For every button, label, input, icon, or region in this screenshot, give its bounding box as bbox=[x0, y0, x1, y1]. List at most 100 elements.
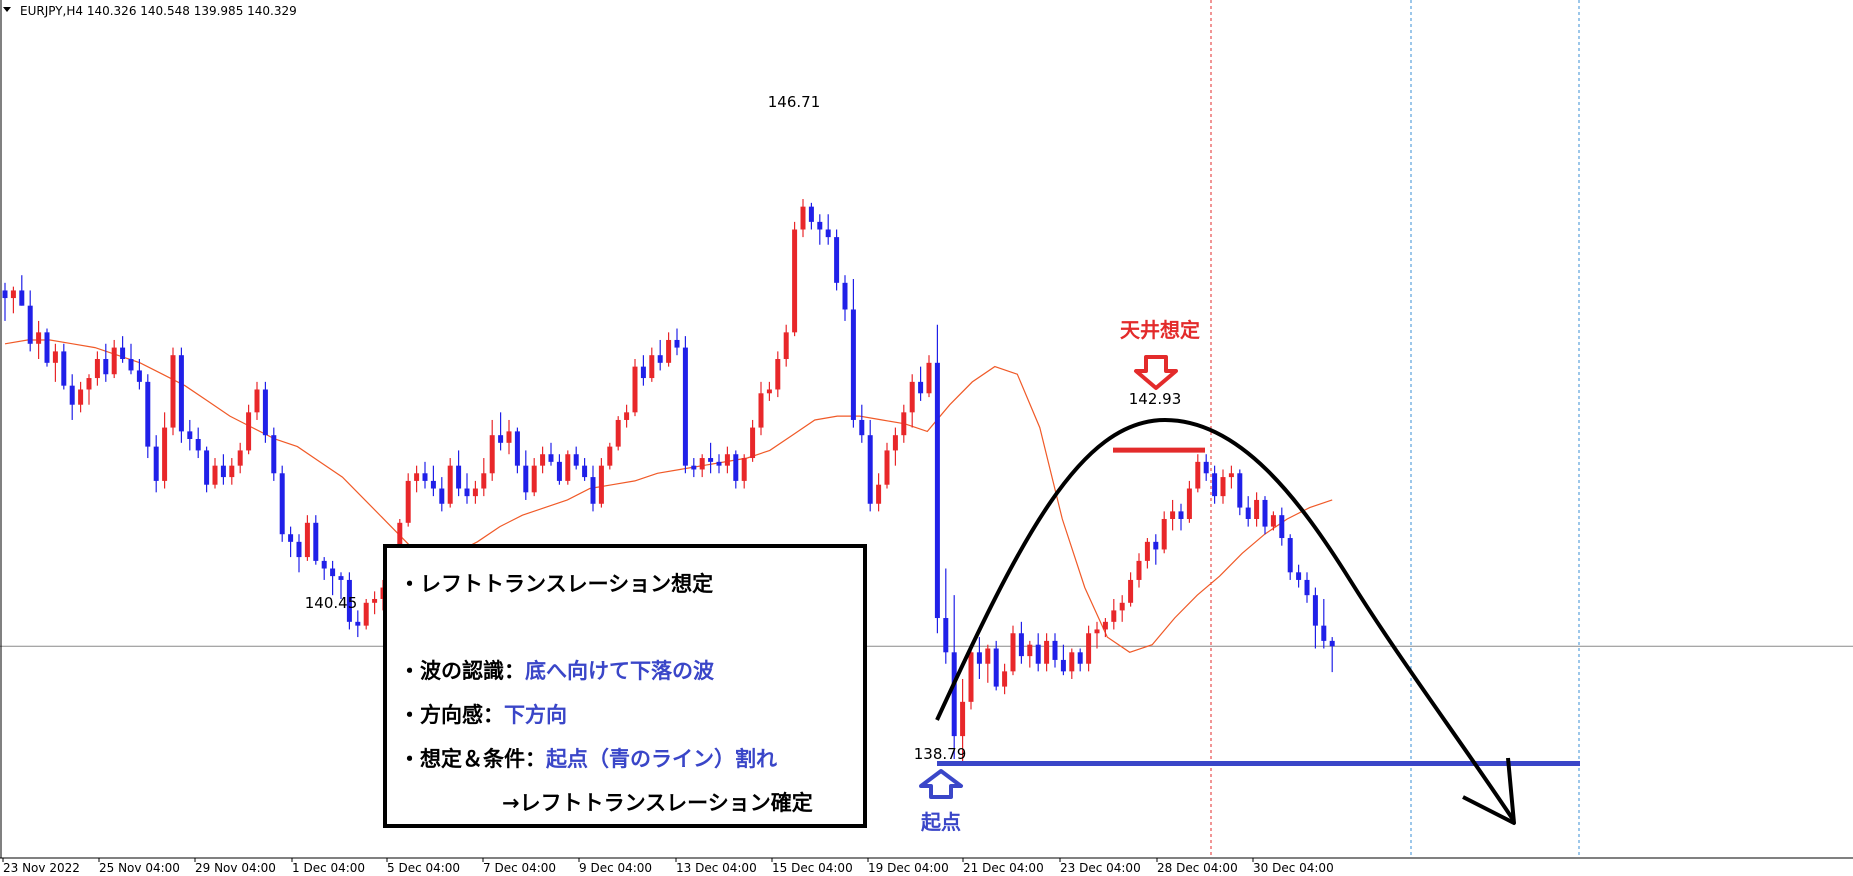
candle bbox=[1044, 633, 1050, 672]
candle bbox=[1052, 633, 1058, 668]
candle bbox=[372, 591, 378, 615]
x-tick-label: 5 Dec 04:00 bbox=[387, 861, 460, 875]
candle-body bbox=[237, 450, 243, 466]
candle bbox=[540, 446, 546, 474]
candle-body bbox=[783, 332, 789, 360]
candle bbox=[783, 324, 789, 367]
candle bbox=[346, 572, 352, 630]
candle bbox=[825, 214, 831, 245]
candle bbox=[19, 275, 25, 306]
candle-body bbox=[10, 290, 16, 299]
candle-body bbox=[1111, 610, 1117, 622]
header-dropdown-icon[interactable] bbox=[3, 7, 11, 12]
candle-body bbox=[607, 446, 613, 466]
candle-body bbox=[498, 435, 504, 443]
candle-body bbox=[439, 488, 445, 504]
candle-body bbox=[1170, 511, 1176, 519]
candle bbox=[934, 324, 940, 634]
down-arrow-icon bbox=[1134, 355, 1178, 390]
candle bbox=[1287, 534, 1293, 580]
candle-body bbox=[1052, 640, 1058, 660]
candle-body bbox=[1086, 633, 1092, 664]
candle bbox=[716, 454, 722, 474]
candle-body bbox=[624, 412, 630, 420]
candle-body bbox=[934, 362, 940, 619]
candle bbox=[405, 473, 411, 527]
candle-body bbox=[1077, 652, 1083, 664]
candle-body bbox=[136, 370, 142, 382]
candle-body bbox=[1153, 541, 1159, 550]
candle bbox=[447, 458, 453, 508]
box-line-3-label: ・方向感： bbox=[399, 703, 504, 727]
candle-body bbox=[1018, 633, 1024, 657]
candle-body bbox=[162, 427, 168, 481]
candle bbox=[657, 339, 663, 371]
candle bbox=[834, 229, 840, 291]
candle-body bbox=[355, 621, 361, 626]
candle bbox=[1312, 587, 1318, 649]
candle bbox=[430, 465, 436, 497]
candle bbox=[582, 458, 588, 481]
candle bbox=[246, 404, 252, 455]
candle-body bbox=[103, 359, 109, 375]
candle-body bbox=[766, 389, 772, 394]
candle bbox=[556, 454, 562, 485]
candle bbox=[481, 458, 487, 497]
x-tick-label: 15 Dec 04:00 bbox=[772, 861, 853, 875]
candle bbox=[1254, 492, 1260, 527]
candle-body bbox=[187, 431, 193, 439]
candle-body bbox=[892, 435, 898, 451]
candle-body bbox=[884, 450, 890, 485]
candle-body bbox=[716, 461, 722, 466]
candle bbox=[758, 381, 764, 436]
candle bbox=[1119, 595, 1125, 622]
candle bbox=[27, 290, 33, 352]
candle-body bbox=[1270, 515, 1276, 527]
candle bbox=[456, 450, 462, 497]
candle-body bbox=[447, 465, 453, 504]
candle-body bbox=[145, 381, 151, 447]
candle bbox=[1237, 469, 1243, 516]
candle-body bbox=[330, 568, 336, 577]
box-line-2: ・波の認識：底へ向けて下落の波 bbox=[399, 655, 714, 685]
candle-body bbox=[346, 579, 352, 622]
candle-body bbox=[565, 454, 571, 481]
candle bbox=[1002, 663, 1008, 695]
candle-body bbox=[195, 439, 201, 451]
candle bbox=[338, 572, 344, 599]
candle-body bbox=[867, 435, 873, 504]
candle bbox=[741, 454, 747, 489]
candle bbox=[598, 458, 604, 508]
candle-body bbox=[540, 454, 546, 466]
candle bbox=[682, 336, 688, 474]
candle bbox=[993, 640, 999, 691]
candle bbox=[624, 404, 630, 428]
x-tick-label: 21 Dec 04:00 bbox=[963, 861, 1044, 875]
candle bbox=[145, 374, 151, 459]
candle bbox=[909, 374, 915, 428]
candle bbox=[565, 450, 571, 485]
candle bbox=[674, 328, 680, 356]
candle bbox=[1296, 564, 1302, 588]
candle-body bbox=[708, 458, 714, 462]
candle bbox=[288, 526, 294, 558]
candle-body bbox=[699, 458, 705, 470]
candle-body bbox=[674, 339, 680, 348]
candle-body bbox=[909, 381, 915, 413]
candle-body bbox=[1329, 640, 1335, 647]
start-annotation-label: 起点 bbox=[920, 810, 961, 834]
candle-body bbox=[1161, 518, 1167, 550]
candle-body bbox=[926, 362, 932, 394]
candle bbox=[548, 442, 554, 466]
candle-body bbox=[968, 652, 974, 702]
candle-body bbox=[220, 465, 226, 478]
candle bbox=[1128, 572, 1134, 607]
candle-body bbox=[657, 355, 663, 363]
candle-body bbox=[254, 389, 260, 413]
candle-body bbox=[456, 465, 462, 489]
candle bbox=[271, 427, 277, 481]
x-tick-label: 23 Dec 04:00 bbox=[1060, 861, 1141, 875]
candle bbox=[1060, 644, 1066, 676]
candle bbox=[514, 427, 520, 474]
